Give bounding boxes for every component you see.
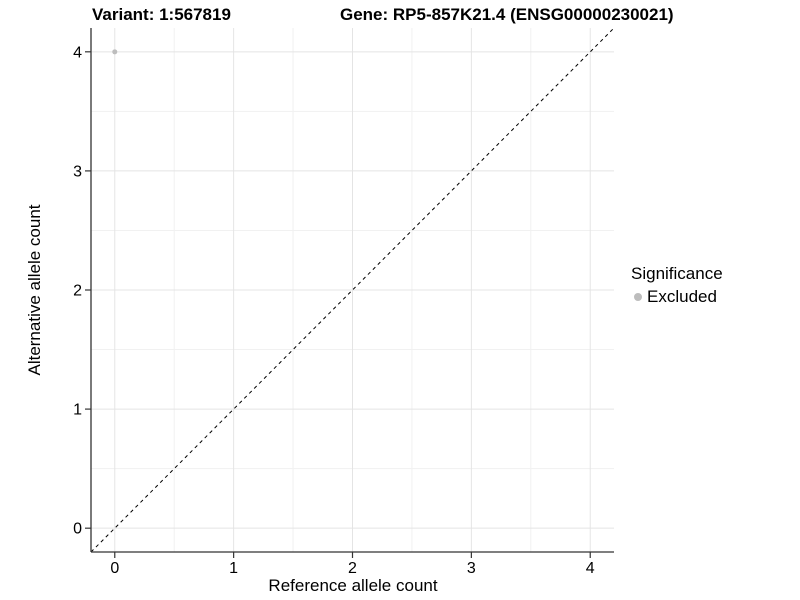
legend-point-icon — [634, 293, 642, 301]
legend: Significance Excluded — [631, 264, 723, 307]
data-point — [112, 49, 118, 55]
y-axis-title: Alternative allele count — [25, 204, 44, 376]
x-tick-label: 4 — [586, 560, 595, 577]
legend-title: Significance — [631, 264, 723, 283]
legend-item: Excluded — [631, 287, 723, 307]
plot-title-gene: Gene: RP5-857K21.4 (ENSG00000230021) — [340, 5, 674, 24]
y-tick-label: 3 — [73, 163, 82, 180]
y-tick-label: 1 — [73, 402, 82, 419]
legend-item-label: Excluded — [647, 287, 717, 306]
x-tick-label: 1 — [229, 560, 238, 577]
y-tick-label: 4 — [73, 44, 82, 61]
y-tick-label: 0 — [73, 521, 82, 538]
plot-title-variant: Variant: 1:567819 — [92, 5, 231, 24]
x-axis-title: Reference allele count — [268, 576, 438, 595]
identity-reference-line — [90, 27, 615, 553]
x-tick-label: 0 — [110, 560, 119, 577]
x-tick-label: 2 — [348, 560, 357, 577]
x-tick-label: 3 — [467, 560, 476, 577]
y-tick-label: 2 — [73, 283, 82, 300]
